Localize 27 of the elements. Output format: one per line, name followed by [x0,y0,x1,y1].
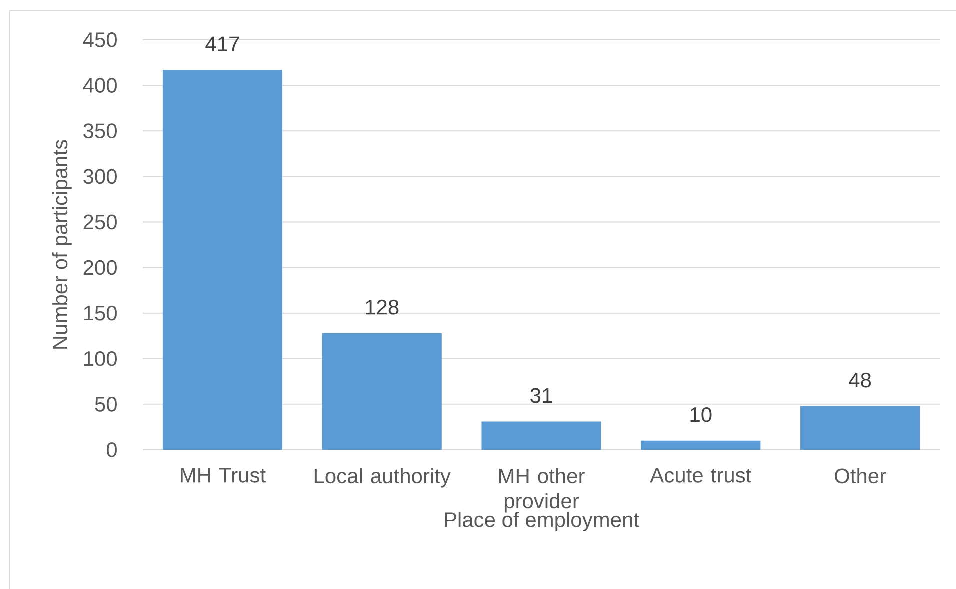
y-tick-label: 100 [84,351,117,366]
y-tick-label: 50 [95,397,117,412]
data-label: 417 [206,36,240,52]
y-tick-label: 250 [84,214,117,230]
bar [800,406,920,450]
y-tick-label: 450 [83,32,117,48]
data-label: 128 [366,300,399,315]
bar [162,70,282,450]
x-tick-label: Other [835,468,886,484]
x-tick-label: MH Trust [181,468,266,483]
x-tick-label: Acute trust [650,468,752,483]
y-tick-label: 200 [84,260,117,276]
bar [641,440,761,450]
x-axis-title: Place of employment [445,512,640,532]
bar [482,422,602,450]
bar [322,333,442,450]
x-tick-label: MH other provider [499,468,585,513]
y-axis-title: Number of participants [52,140,72,349]
data-label: 10 [690,407,712,422]
y-tick-label: 0 [106,442,117,458]
y-tick-label: 350 [84,124,117,139]
y-tick-label: 300 [84,169,117,184]
data-label: 48 [849,372,872,388]
x-tick-label: Local authority [314,468,451,488]
data-label: 31 [530,388,552,404]
y-tick-label: 400 [83,78,117,93]
y-tick-label: 150 [84,306,117,321]
